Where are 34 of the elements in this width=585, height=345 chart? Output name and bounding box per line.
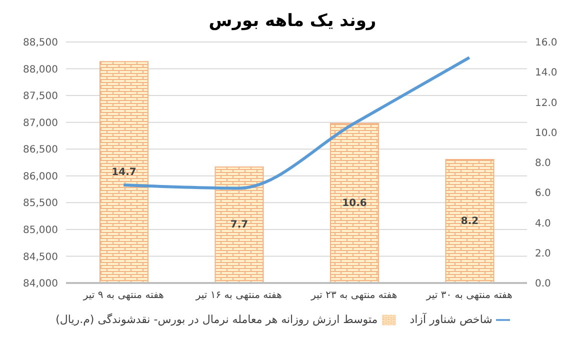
y-tick-label: 84,500 (23, 252, 58, 263)
y-tick-label: 88,000 (23, 64, 58, 76)
y2-tick-label: 14.0 (535, 68, 558, 79)
chart-title: روند یک ماهه بورس (208, 10, 378, 33)
y-tick-label: 87,500 (23, 91, 58, 102)
bar (100, 61, 148, 283)
y-tick-label: 88,500 (23, 38, 58, 49)
y2-tick-label: 16.0 (535, 38, 558, 49)
y2-tick-label: 0.0 (535, 278, 551, 290)
y-tick-label: 86,500 (23, 144, 58, 156)
x-tick-label: هفته منتهی به ۱۶ تیر (194, 290, 282, 302)
y2-tick-label: 2.0 (535, 248, 551, 260)
legend-label: متوسط ارزش روزانه هر معامله نرمال در بورس- نقدشوندگی (م.ریال) (56, 313, 378, 326)
bar (445, 158, 494, 283)
bar (214, 166, 264, 283)
legend-label: شاخص شناور آزاد (410, 313, 492, 326)
data-label: 10.6 (342, 198, 367, 209)
x-tick-label: هفته منتهی به ۳۰ تیر (425, 290, 512, 302)
data-label: 7.7 (230, 220, 248, 231)
x-tick-label: هفته منتهی به ۲۳ تیر (310, 290, 398, 302)
y-tick-label: 84,000 (23, 278, 58, 290)
y-tick-label: 86,000 (23, 171, 58, 182)
bar (330, 122, 379, 283)
y2-tick-label: 12.0 (535, 98, 558, 109)
data-label: 14.7 (112, 167, 136, 178)
y-tick-label: 85,500 (23, 198, 58, 210)
y2-tick-label: 4.0 (535, 218, 551, 230)
y-tick-label: 85,000 (23, 224, 58, 236)
y2-tick-label: 6.0 (535, 188, 551, 200)
data-label: 8.2 (460, 216, 479, 227)
y2-tick-label: 8.0 (535, 158, 551, 170)
x-tick-label: هفته منتهی به ۹ تیر (82, 290, 164, 302)
y2-tick-label: 10.0 (535, 128, 558, 139)
y-tick-label: 87,000 (23, 118, 58, 129)
